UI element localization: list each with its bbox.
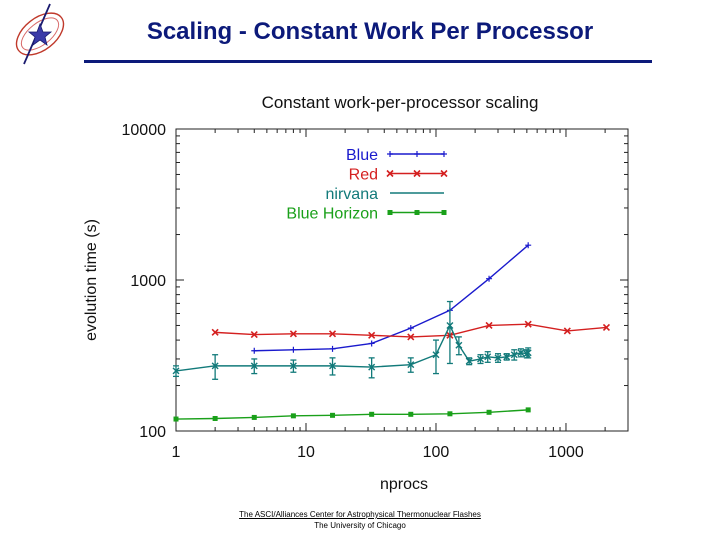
x-tick-label: 100 (423, 444, 450, 461)
data-point (330, 412, 336, 418)
axis-ticks (175, 128, 629, 432)
data-point (329, 362, 337, 370)
data-point (212, 415, 218, 421)
data-point (368, 331, 376, 339)
data-point (329, 345, 336, 352)
data-point (211, 362, 219, 370)
flash-center-logo (15, 3, 65, 65)
footer: The ASCI/Alliances Center for Astrophysi… (180, 509, 540, 531)
legend-marker (386, 169, 394, 178)
data-point (525, 407, 531, 413)
data-point (510, 351, 518, 359)
data-point (407, 361, 415, 369)
chart-title: Constant work-per-processor scaling (262, 93, 539, 112)
data-point (173, 416, 179, 422)
data-point (368, 363, 376, 371)
series-nirvana (172, 300, 532, 380)
x-tick-label: 10 (297, 444, 315, 461)
y-tick-label: 100 (139, 424, 166, 441)
x-tick-label: 1000 (548, 444, 584, 461)
y-tick-label: 1000 (130, 273, 166, 290)
data-point (407, 325, 414, 332)
data-point (447, 411, 453, 417)
series-line-blue-horizon (175, 409, 529, 420)
data-point (290, 346, 297, 353)
legend-label-blue-horizon: Blue Horizon (286, 206, 378, 223)
legend-marker (440, 169, 448, 178)
data-point (563, 327, 571, 335)
series-line-nirvana (175, 323, 529, 372)
data-point (289, 330, 297, 338)
x-axis-label: nprocs (380, 476, 428, 493)
title-underline (84, 60, 652, 63)
data-point (465, 357, 473, 365)
legend-marker (387, 210, 393, 215)
data-point (251, 347, 258, 354)
series-layer (172, 242, 611, 422)
data-point (455, 341, 463, 349)
y-tick-labels: 100 1000 10000 (122, 122, 167, 441)
data-point (485, 321, 493, 330)
data-point (484, 353, 492, 361)
data-point (407, 333, 415, 341)
legend-marker (387, 151, 393, 157)
data-point (503, 353, 511, 361)
series-red (211, 320, 611, 341)
data-point (289, 362, 297, 370)
y-axis-label: evolution time (s) (83, 219, 100, 341)
data-point (369, 411, 375, 417)
data-point (446, 321, 454, 329)
legend-label-blue: Blue (346, 147, 378, 164)
series-blue-horizon (173, 407, 531, 422)
data-point (486, 409, 492, 415)
legend-label-red: Red (349, 167, 378, 184)
data-point (251, 414, 257, 420)
legend-marker (441, 151, 447, 157)
data-point (494, 354, 502, 362)
data-point (250, 331, 258, 339)
legend-marker (414, 210, 420, 215)
data-point (524, 320, 532, 328)
data-point (250, 362, 258, 370)
data-point (486, 275, 493, 282)
legend-label-nirvana: nirvana (326, 186, 379, 203)
data-point (525, 242, 532, 249)
slide-title: Scaling - Constant Work Per Processor (146, 18, 594, 45)
plot-frame (175, 128, 629, 432)
data-point (432, 351, 440, 359)
legend-marker (414, 151, 420, 157)
data-point (477, 355, 484, 363)
data-point (368, 340, 375, 347)
data-point (602, 323, 611, 332)
data-point (211, 328, 219, 336)
legend-marker (413, 169, 421, 178)
legend-marker (441, 210, 447, 215)
footer-org: The ASCI/Alliances Center for Astrophysi… (239, 510, 481, 519)
data-point (524, 349, 532, 357)
x-tick-labels: 1 10 100 1000 (172, 444, 584, 461)
x-tick-label: 1 (172, 444, 181, 461)
data-point (517, 349, 525, 357)
data-point (172, 367, 180, 375)
data-point (408, 411, 414, 417)
data-point (328, 330, 337, 338)
data-point (290, 413, 296, 419)
y-tick-label: 10000 (122, 122, 167, 139)
footer-university: The University of Chicago (314, 521, 406, 530)
series-blue (251, 242, 532, 354)
legend: Blue Red nirvana Blue Horizon (286, 147, 448, 223)
